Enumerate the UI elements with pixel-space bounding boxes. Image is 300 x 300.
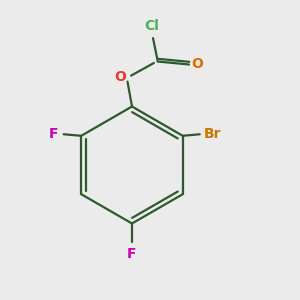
Text: Cl: Cl xyxy=(144,19,159,33)
Text: O: O xyxy=(191,58,203,71)
Text: F: F xyxy=(49,127,58,141)
Text: O: O xyxy=(115,70,127,84)
Text: Br: Br xyxy=(204,127,221,141)
Text: F: F xyxy=(127,248,137,261)
